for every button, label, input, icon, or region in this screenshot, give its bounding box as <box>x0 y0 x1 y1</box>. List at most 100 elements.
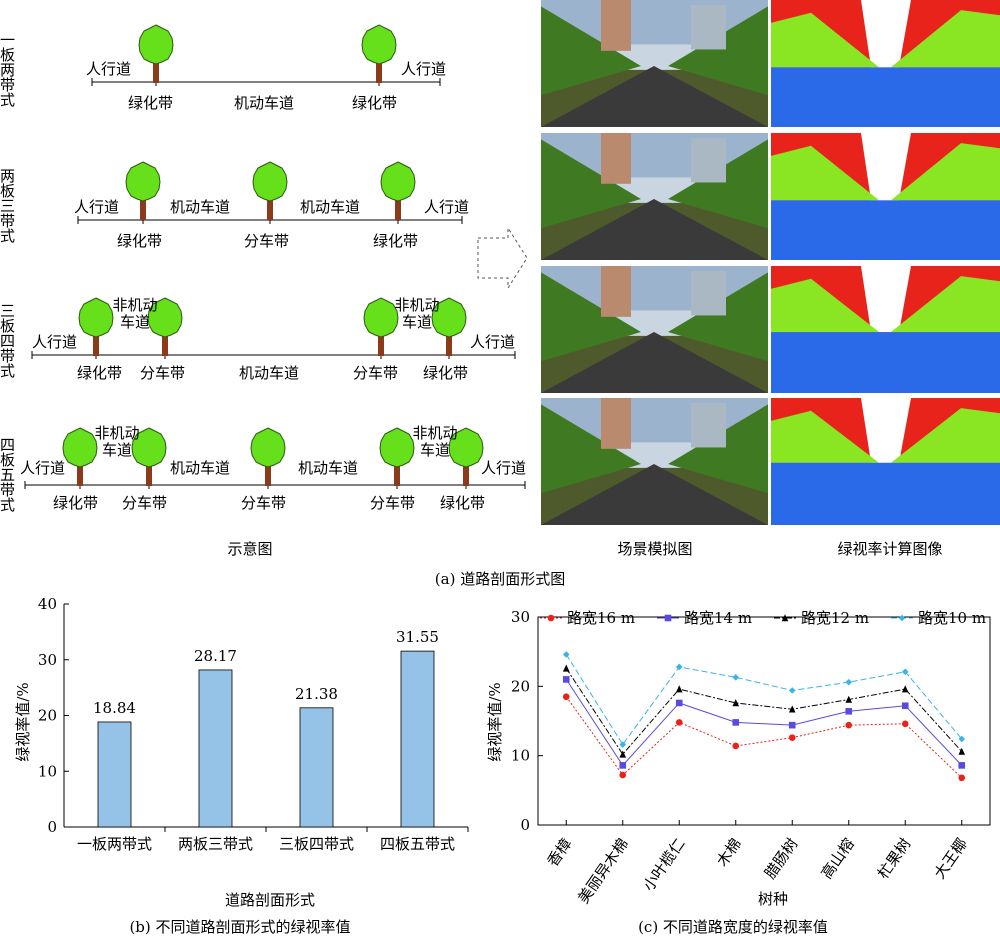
line-point <box>845 678 853 686</box>
label-green-belt: 绿化带 <box>440 494 486 512</box>
line-x-tick-label: 香樟 <box>544 835 576 870</box>
label-sidewalk: 人行道 <box>20 459 66 477</box>
line-point <box>958 774 966 782</box>
label-nonmotor-lane: 非机动车道 <box>112 296 158 331</box>
label-motor-lane: 机动车道 <box>170 459 231 477</box>
line-x-axis-label: 树种 <box>758 890 788 908</box>
bar-x-tick-label: 两板三带式 <box>178 835 253 853</box>
line-y-tick-label: 20 <box>511 677 530 695</box>
gvi-mask-image <box>771 398 1000 525</box>
line-point <box>901 702 909 710</box>
label-divider-belt: 分车带 <box>140 364 186 382</box>
line-y-tick-label: 10 <box>511 747 530 765</box>
tree-icon <box>379 427 415 487</box>
label-green-belt: 绿化带 <box>373 232 419 250</box>
bar-y-tick-label: 10 <box>38 762 57 780</box>
figure-caption-b: (b) 不同道路剖面形式的绿视率值 <box>129 918 350 936</box>
caption-scene: 场景模拟图 <box>617 540 693 558</box>
series-line <box>565 679 963 767</box>
scene-image <box>541 0 768 127</box>
line-point <box>845 721 853 729</box>
row4-schematic <box>24 427 526 489</box>
line-point <box>619 771 627 779</box>
label-divider-belt: 分车带 <box>353 364 399 382</box>
legend-label: 路宽10 m <box>918 609 986 627</box>
bar-y-tick-label: 40 <box>38 595 57 613</box>
label-sidewalk: 人行道 <box>86 60 132 78</box>
legend-label: 路宽16 m <box>567 609 635 627</box>
label-green-belt: 绿化带 <box>77 364 123 382</box>
figure-caption-a: (a) 道路剖面形式图 <box>434 570 566 588</box>
label-green-belt: 绿化带 <box>423 364 469 382</box>
line-point <box>898 614 906 622</box>
row2-schematic <box>77 161 463 224</box>
label-green-belt: 绿化带 <box>117 232 163 250</box>
line-point <box>958 747 966 755</box>
tree-icon <box>78 297 114 357</box>
line-point <box>788 721 796 729</box>
bar-y-tick-label: 30 <box>38 651 57 669</box>
caption-schematic: 示意图 <box>227 540 273 558</box>
bar-y-tick-label: 20 <box>38 707 57 725</box>
line-x-tick-label: 杧果树 <box>874 835 915 882</box>
bar-x-tick-label: 四板五带式 <box>380 835 455 853</box>
bar <box>299 707 334 828</box>
label-motor-lane: 机动车道 <box>234 94 295 112</box>
label-green-belt: 绿化带 <box>352 94 398 112</box>
line-point <box>845 707 853 715</box>
line-point <box>788 734 796 741</box>
row1-side-label: 一板两带式 <box>0 32 16 107</box>
line-point <box>732 674 740 681</box>
row3-schematic <box>31 297 516 359</box>
row1-schematic <box>91 24 441 86</box>
tree-icon <box>361 24 397 84</box>
tree-icon <box>250 427 286 487</box>
line-x-tick-label: 美丽异木棉 <box>574 835 632 907</box>
tree-icon <box>125 161 161 221</box>
row3-side-label: 三板四带式 <box>0 303 16 378</box>
line-point <box>845 695 853 703</box>
caption-gvi-image: 绿视率计算图像 <box>837 540 943 558</box>
line-point <box>675 685 683 693</box>
line-point <box>562 664 570 672</box>
label-sidewalk: 人行道 <box>481 459 527 477</box>
series-line <box>565 696 963 779</box>
label-divider-belt: 分车带 <box>241 494 287 512</box>
tree-icon <box>380 161 416 221</box>
line-x-tick-label: 大王椰 <box>930 835 971 882</box>
tree-icon <box>138 24 174 84</box>
line-point <box>958 762 966 769</box>
legend-label: 路宽14 m <box>684 609 752 627</box>
line-point <box>562 693 570 701</box>
label-sidewalk: 人行道 <box>74 198 120 216</box>
line-point <box>901 685 909 693</box>
bar-y-axis-label: 绿视率值/% <box>14 682 32 761</box>
label-divider-belt: 分车带 <box>122 494 168 512</box>
label-divider-belt: 分车带 <box>244 232 290 250</box>
scene-image <box>541 266 768 393</box>
schematic-drawing <box>24 24 528 489</box>
label-nonmotor-lane: 非机动车道 <box>394 296 440 331</box>
arrow-icon <box>477 226 528 290</box>
line-point <box>788 705 796 713</box>
bar-value-label: 28.17 <box>194 647 237 665</box>
label-motor-lane: 机动车道 <box>239 364 300 382</box>
tree-icon <box>252 161 288 221</box>
bar <box>198 669 233 828</box>
bar-x-tick-label: 一板两带式 <box>77 835 152 853</box>
scene-image <box>541 398 768 525</box>
label-green-belt: 绿化带 <box>128 94 174 112</box>
line-point <box>958 735 966 743</box>
label-sidewalk: 人行道 <box>401 60 447 78</box>
bar <box>97 721 132 828</box>
bar-value-label: 21.38 <box>295 685 338 703</box>
gvi-mask-image <box>771 266 1000 393</box>
bar-value-label: 31.55 <box>396 628 439 646</box>
legend-label: 路宽12 m <box>801 609 869 627</box>
line-point <box>664 614 672 622</box>
line-point <box>788 687 796 694</box>
line-point <box>619 741 627 748</box>
bar-value-label: 18.84 <box>93 699 136 717</box>
line-x-tick-label: 小叶榄仁 <box>639 835 688 894</box>
label-motor-lane: 机动车道 <box>170 198 231 216</box>
